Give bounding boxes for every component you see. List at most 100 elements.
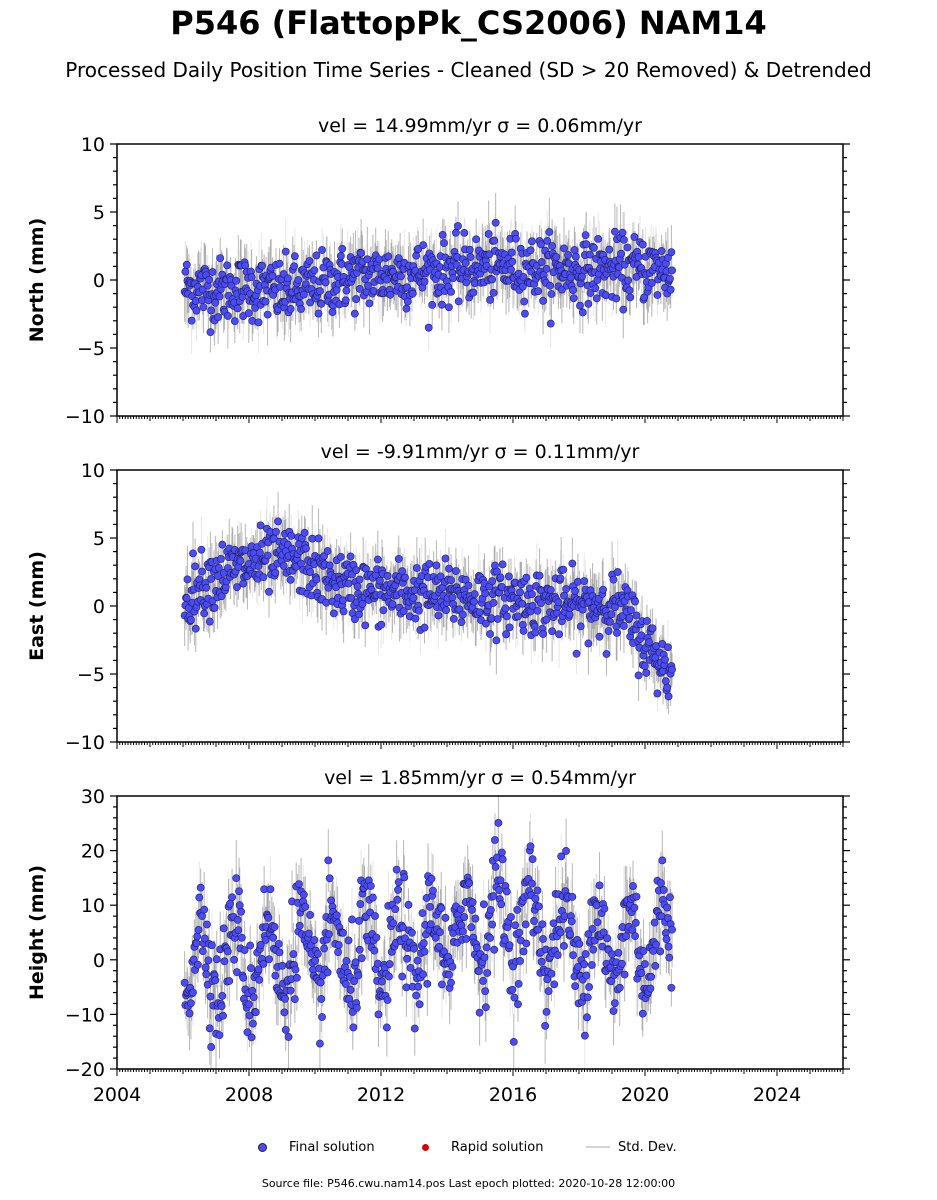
data-point [488, 920, 497, 929]
data-point [218, 540, 227, 549]
data-point [581, 231, 590, 240]
data-point [475, 1008, 484, 1017]
data-point [485, 250, 494, 259]
data-point [617, 959, 626, 968]
y-tick-label: −10 [65, 1004, 105, 1026]
data-point [420, 277, 429, 286]
data-point [528, 855, 537, 864]
data-point [442, 606, 451, 615]
data-point [492, 636, 501, 645]
data-point [399, 607, 408, 616]
data-point [354, 971, 363, 980]
data-point [182, 594, 191, 602]
data-point [639, 947, 648, 955]
data-point [539, 296, 547, 305]
data-point [441, 913, 450, 922]
data-point [588, 925, 597, 933]
data-point [415, 1000, 424, 1009]
data-point [406, 963, 415, 972]
data-point [542, 1007, 551, 1016]
data-point [619, 305, 628, 314]
data-point [284, 1033, 293, 1041]
data-point [553, 951, 562, 959]
data-point [514, 1000, 522, 1009]
data-point [528, 590, 536, 599]
data-point [310, 266, 319, 275]
data-point [295, 921, 304, 930]
data-point [454, 222, 462, 230]
data-point [464, 581, 473, 590]
data-point [216, 254, 225, 262]
data-point [580, 577, 589, 586]
data-point [230, 317, 239, 326]
data-point [479, 900, 488, 909]
data-point [410, 1024, 419, 1033]
data-point [631, 918, 640, 927]
data-point [313, 949, 322, 958]
data-point [465, 245, 474, 254]
data-point [295, 880, 303, 888]
data-point [254, 965, 263, 974]
data-point [410, 944, 418, 953]
y-tick-label: 5 [93, 202, 105, 224]
data-point [584, 639, 593, 648]
data-point [239, 973, 248, 982]
data-point [420, 947, 429, 956]
data-point [185, 1009, 194, 1018]
data-point [546, 319, 555, 328]
data-point [215, 292, 224, 301]
data-point [420, 623, 429, 632]
y-axis-label: Height (mm) [26, 865, 48, 1000]
data-point [306, 941, 315, 950]
data-point [519, 626, 528, 635]
data-point [456, 905, 465, 914]
data-point [460, 913, 469, 921]
data-point [566, 930, 575, 939]
data-point [217, 1002, 226, 1011]
data-point [255, 976, 264, 984]
data-point [431, 933, 440, 942]
chart-area: vel = 14.99mm/yr σ = 0.06mm/yr North (mm)… [26, 115, 850, 1106]
data-point [461, 258, 470, 267]
data-point [239, 579, 248, 588]
data-point [276, 282, 285, 291]
data-point [425, 559, 434, 568]
data-point [538, 920, 547, 929]
data-point [557, 852, 566, 861]
data-point [290, 995, 299, 1004]
data-point [526, 842, 535, 851]
y-tick-label: −5 [77, 664, 105, 686]
data-point [537, 240, 545, 249]
data-point [199, 303, 208, 312]
data-point [610, 227, 619, 236]
data-point [486, 296, 494, 304]
data-point [592, 294, 601, 303]
data-point [505, 941, 514, 950]
data-point [569, 286, 577, 294]
data-point [658, 856, 667, 865]
data-point [488, 577, 497, 586]
data-point [198, 912, 206, 920]
data-point [618, 228, 627, 237]
data-point [486, 630, 494, 638]
data-point [400, 873, 409, 882]
data-point [663, 903, 672, 912]
data-point [377, 620, 386, 629]
data-point [650, 918, 659, 927]
chart-subtitle: Processed Daily Position Time Series - C… [65, 58, 872, 82]
data-point [445, 564, 453, 573]
data-point [513, 905, 522, 914]
data-point [352, 566, 361, 575]
data-point [398, 972, 407, 981]
data-point [504, 572, 513, 581]
data-point [663, 683, 672, 692]
data-point [668, 266, 676, 275]
data-point [609, 1007, 618, 1015]
data-point [448, 962, 457, 971]
data-point [451, 228, 460, 237]
data-point [589, 945, 598, 954]
data-point [320, 944, 329, 953]
data-point [194, 925, 203, 934]
data-point [483, 969, 492, 977]
data-point [378, 977, 386, 986]
